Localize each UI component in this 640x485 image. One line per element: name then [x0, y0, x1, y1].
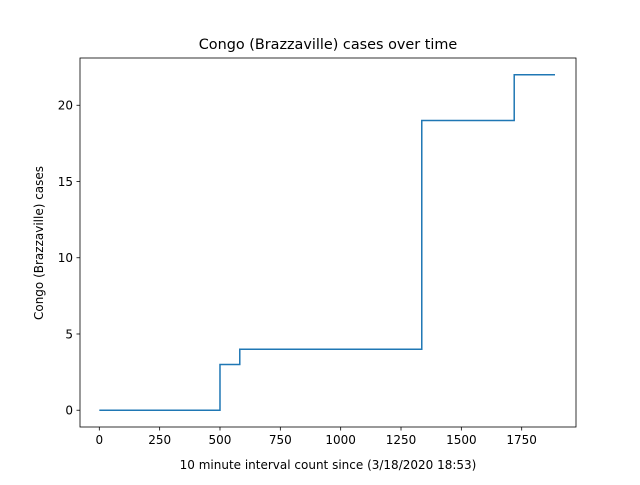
x-tick-label-500: 500	[209, 433, 232, 447]
y-axis-label: Congo (Brazzaville) cases	[32, 166, 46, 320]
series-line-0	[99, 74, 555, 411]
x-tick-label-0: 0	[95, 433, 103, 447]
chart-title: Congo (Brazzaville) cases over time	[199, 37, 458, 53]
x-tick-label-750: 750	[269, 433, 292, 447]
x-tick-label-1000: 1000	[325, 433, 356, 447]
axes-frame	[79, 57, 577, 428]
x-tick-label-250: 250	[148, 433, 171, 447]
y-tick-label-10: 10	[58, 251, 73, 265]
x-axis-label: 10 minute interval count since (3/18/202…	[180, 458, 477, 472]
y-tick-label-5: 5	[65, 327, 73, 341]
y-tick-label-15: 15	[58, 175, 73, 189]
y-tick-label-20: 20	[58, 99, 73, 113]
plot-area: 0 250 500 750 1000 1250 1500 1750 0 5 10 15 20	[58, 57, 577, 447]
x-tick-label-1500: 1500	[446, 433, 477, 447]
x-tick-label-1750: 1750	[506, 433, 537, 447]
x-tick-label-1250: 1250	[386, 433, 417, 447]
y-tick-label-0: 0	[65, 404, 73, 418]
